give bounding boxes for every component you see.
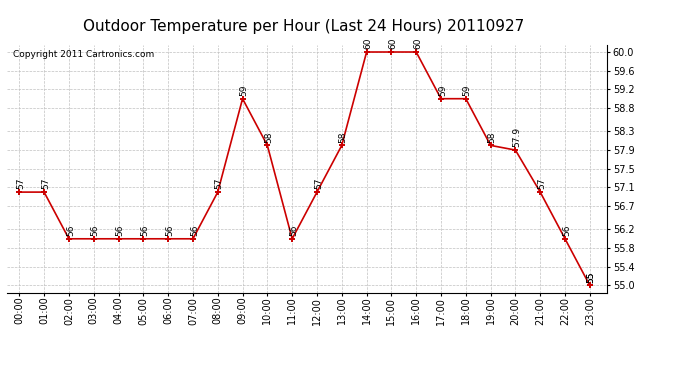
Text: 56: 56 xyxy=(90,225,99,236)
Text: 60: 60 xyxy=(364,38,373,49)
Text: Copyright 2011 Cartronics.com: Copyright 2011 Cartronics.com xyxy=(13,50,154,59)
Text: 60: 60 xyxy=(413,38,422,49)
Text: 56: 56 xyxy=(165,225,174,236)
Text: 55: 55 xyxy=(586,271,595,283)
Text: 56: 56 xyxy=(190,225,199,236)
Text: 57: 57 xyxy=(41,178,50,189)
Text: 57: 57 xyxy=(215,178,224,189)
Text: 56: 56 xyxy=(562,225,571,236)
Text: Outdoor Temperature per Hour (Last 24 Hours) 20110927: Outdoor Temperature per Hour (Last 24 Ho… xyxy=(83,19,524,34)
Text: 59: 59 xyxy=(239,84,248,96)
Text: 55: 55 xyxy=(586,271,595,283)
Text: 59: 59 xyxy=(438,84,447,96)
Text: 58: 58 xyxy=(264,131,273,142)
Text: 57.9: 57.9 xyxy=(512,127,522,147)
Text: 57: 57 xyxy=(537,178,546,189)
Text: 56: 56 xyxy=(66,225,75,236)
Text: 60: 60 xyxy=(388,38,397,49)
Text: 58: 58 xyxy=(488,131,497,142)
Text: 58: 58 xyxy=(339,131,348,142)
Text: 56: 56 xyxy=(115,225,124,236)
Text: 56: 56 xyxy=(289,225,298,236)
Text: 57: 57 xyxy=(314,178,323,189)
Text: 57: 57 xyxy=(16,178,26,189)
Text: 59: 59 xyxy=(463,84,472,96)
Text: 56: 56 xyxy=(140,225,149,236)
